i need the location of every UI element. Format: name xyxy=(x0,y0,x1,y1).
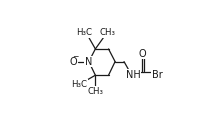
Text: CH₃: CH₃ xyxy=(87,87,103,96)
Text: H₃C: H₃C xyxy=(76,28,92,37)
Text: N: N xyxy=(85,57,92,67)
Text: NH: NH xyxy=(126,70,140,80)
Text: Br: Br xyxy=(152,70,163,80)
Text: CH₃: CH₃ xyxy=(100,28,116,37)
Text: O: O xyxy=(139,49,147,59)
Text: H₃C: H₃C xyxy=(72,80,87,89)
Text: O: O xyxy=(69,57,77,67)
Text: −: − xyxy=(72,52,79,61)
